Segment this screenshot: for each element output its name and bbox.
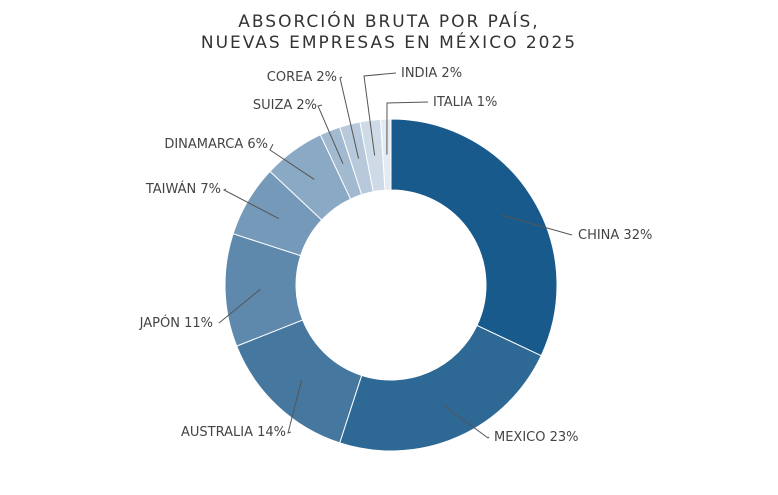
slice-label-china: CHINA 32% [578,228,652,243]
chart-title-line-1: ABSORCIÓN BRUTA POR PAÍS, [238,12,540,32]
slice-label-suiza: SUIZA 2% [253,98,317,113]
chart-title: ABSORCIÓN BRUTA POR PAÍS, NUEVAS EMPRESA… [0,12,778,54]
leader-line-dinamarca [269,143,315,180]
slice-label-corea: COREA 2% [267,70,337,85]
leader-line-corea [339,76,360,159]
slice-italia [380,118,392,191]
slice-label-mexico: MEXICO 23% [494,430,579,445]
chart-title-line-2: NUEVAS EMPRESAS EN MÉXICO 2025 [200,33,578,53]
slice-label-taiwán: TAIWÁN 7% [145,181,221,197]
slice-label-dinamarca: DINAMARCA 6% [164,137,268,152]
leader-line-china [501,214,573,236]
labels-group: CHINA 32% MEXICO 23% AUSTRALIA 14% JAPÓN 11… [139,66,653,445]
leader-line-suiza [317,104,344,164]
leader-line-india [363,72,397,156]
slice-label-japón: JAPÓN 11% [139,315,213,331]
slice-label-italia: ITALIA 1% [433,95,497,110]
slice-label-india: INDIA 2% [401,66,462,81]
slice-china [390,118,558,357]
slice-label-australia: AUSTRALIA 14% [181,425,286,440]
leader-line-australia [287,380,303,434]
leader-line-mexico [442,404,490,439]
leader-line-italia [386,101,429,155]
leader-line-japón [218,288,261,324]
slices-group [224,118,558,452]
leader-line-taiwán [222,188,279,220]
slice-mexico [339,324,542,452]
